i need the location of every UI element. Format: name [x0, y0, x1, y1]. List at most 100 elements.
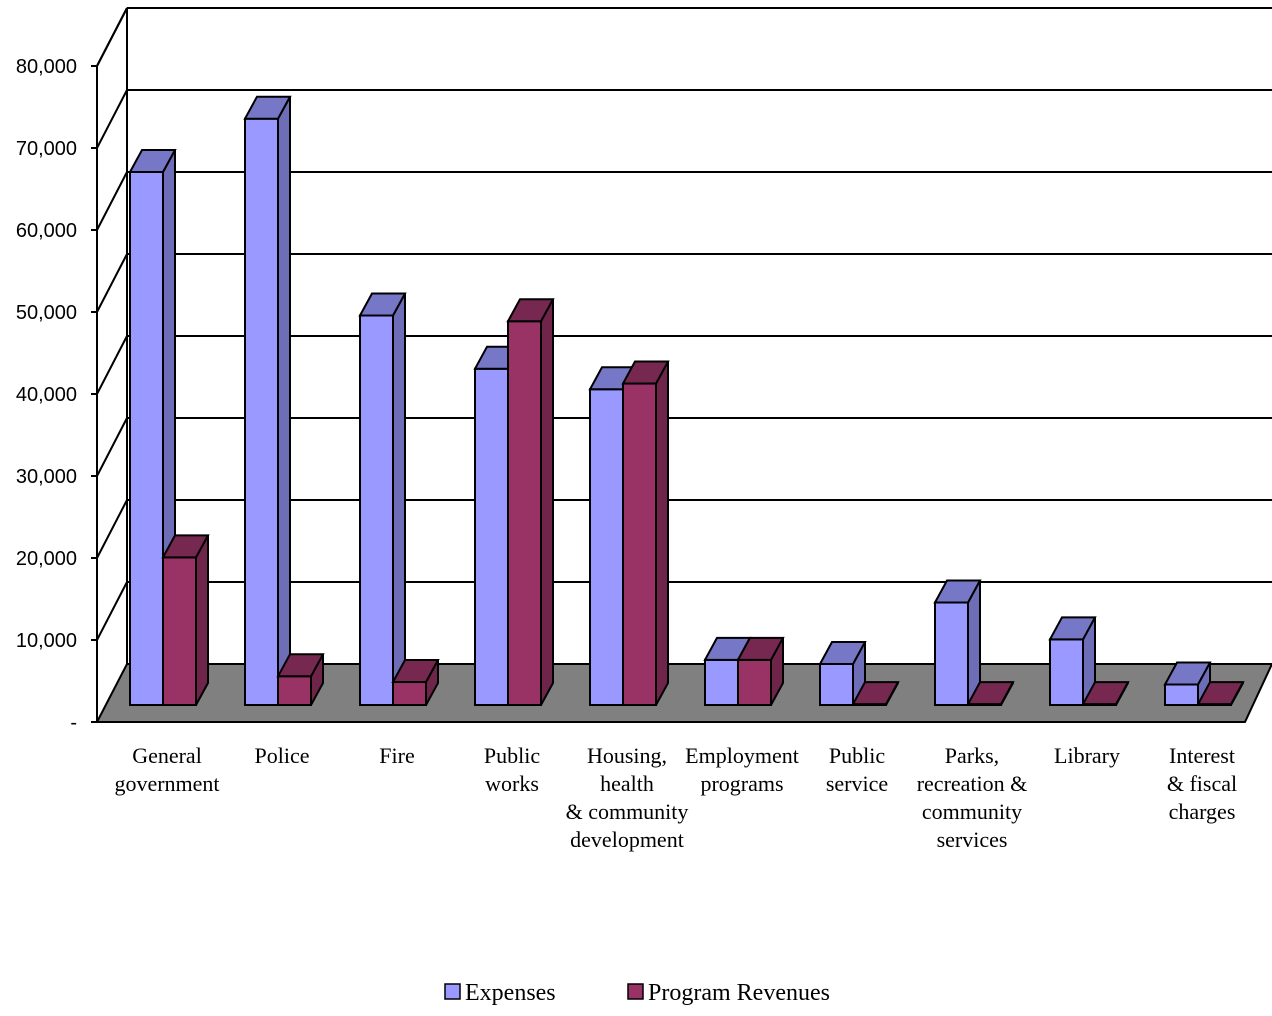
- category-label: Public works: [484, 743, 540, 796]
- y-tick-label: 60,000: [16, 220, 77, 242]
- bar-program-revenues: [736, 636, 785, 707]
- category-label-line: government: [114, 771, 219, 796]
- bar-top: [1196, 681, 1245, 706]
- category-label-line: community: [922, 799, 1022, 824]
- bar-top: [933, 579, 982, 604]
- y-tick-label: -: [70, 712, 77, 734]
- category-label: Interest & fiscal charges: [1167, 743, 1237, 824]
- bar-top: [1163, 661, 1212, 686]
- category-label: Library: [1054, 743, 1120, 768]
- bar-program-revenues: [1196, 681, 1245, 706]
- bar-front: [704, 658, 739, 707]
- category-label: Fire: [379, 743, 414, 768]
- bar-front: [589, 388, 624, 706]
- bar-front: [474, 367, 509, 706]
- category-label-line: Library: [1054, 743, 1120, 768]
- bar-top: [1048, 616, 1097, 641]
- gridline-side: [96, 499, 128, 559]
- legend: Expenses Program Revenues: [444, 980, 830, 1006]
- category-label-line: & fiscal: [1167, 771, 1237, 796]
- x-axis-labels: General government Police Fire Public works Ho…: [114, 743, 1237, 852]
- bar-expenses: [1163, 661, 1212, 706]
- y-tick-label: 50,000: [16, 302, 77, 324]
- category-label-line: development: [570, 827, 684, 852]
- bar-top: [736, 636, 785, 661]
- bar-program-revenues: [161, 534, 210, 707]
- bar-top: [358, 292, 407, 317]
- category-label-line: Employment: [685, 743, 799, 768]
- bar-top: [966, 681, 1015, 706]
- bar-program-revenues: [276, 653, 325, 706]
- bars: [128, 95, 1245, 707]
- bar-front: [934, 601, 969, 706]
- bar-program-revenues: [966, 681, 1015, 706]
- gridline-side: [96, 581, 128, 641]
- bar-top: [161, 534, 210, 559]
- bar-top: [851, 681, 900, 706]
- legend-swatch-expenses: [444, 983, 461, 1000]
- gridline-side: [96, 171, 128, 231]
- bar-front: [129, 171, 164, 706]
- legend-swatch-program-revenues: [627, 983, 644, 1000]
- bar-top: [621, 360, 670, 385]
- category-label-line: health: [600, 771, 654, 796]
- category-label-line: Public: [829, 743, 885, 768]
- bar-side: [195, 534, 209, 706]
- gridlines: [96, 7, 1272, 641]
- bar-top: [391, 659, 440, 684]
- category-label-line: Fire: [379, 743, 414, 768]
- category-label: Police: [255, 743, 310, 768]
- bar-front: [622, 382, 657, 706]
- category-label-line: Interest: [1169, 743, 1235, 768]
- bar-top: [1081, 681, 1130, 706]
- y-tick-label: 30,000: [16, 466, 77, 488]
- category-label: Public service: [826, 743, 888, 796]
- gridline-side: [96, 89, 128, 149]
- gridline-side: [96, 7, 128, 67]
- category-label-line: Public: [484, 743, 540, 768]
- bar-front: [507, 320, 542, 706]
- bar-expenses: [358, 292, 407, 706]
- bar-front: [359, 314, 394, 706]
- bar-side: [540, 298, 554, 706]
- bar-program-revenues: [1081, 681, 1130, 706]
- bar-top: [128, 149, 177, 173]
- bar-program-revenues: [621, 360, 670, 706]
- gridline-side: [96, 417, 128, 477]
- bar-front: [737, 658, 772, 707]
- bar-expenses: [1048, 616, 1097, 707]
- bar-expenses: [933, 579, 982, 706]
- category-label-line: works: [485, 771, 539, 796]
- category-label-line: Parks,: [945, 743, 999, 768]
- bar-front: [162, 556, 197, 707]
- category-label-line: recreation &: [917, 771, 1028, 796]
- category-label-line: Police: [255, 743, 310, 768]
- bar-front: [1164, 683, 1199, 706]
- gridline-side: [96, 335, 128, 395]
- legend-label-program-revenues: Program Revenues: [648, 980, 830, 1006]
- bar-expenses: [818, 641, 867, 706]
- category-label-line: service: [826, 771, 888, 796]
- category-label-line: & community: [566, 799, 689, 824]
- y-tick-label: 80,000: [16, 56, 77, 78]
- bar-top: [243, 95, 292, 120]
- gridline-side: [96, 253, 128, 313]
- y-axis: - 10,000 20,000 30,000 40,000 50,000 60,000 70,…: [16, 56, 97, 734]
- bar-expenses: [243, 95, 292, 706]
- category-label-line: services: [937, 827, 1008, 852]
- bar-top: [506, 298, 555, 323]
- bar-side: [655, 361, 669, 706]
- bar-program-revenues: [506, 298, 555, 706]
- category-label-line: General: [132, 743, 202, 768]
- category-label-line: Housing,: [587, 743, 667, 768]
- bar-program-revenues: [851, 681, 900, 706]
- bar-front: [1049, 638, 1084, 707]
- legend-label-expenses: Expenses: [465, 980, 556, 1006]
- y-tick-label: 70,000: [16, 138, 77, 160]
- y-tick-label: 20,000: [16, 548, 77, 570]
- bar-front: [819, 663, 854, 706]
- bar-front: [244, 117, 279, 706]
- bar-side: [277, 96, 291, 706]
